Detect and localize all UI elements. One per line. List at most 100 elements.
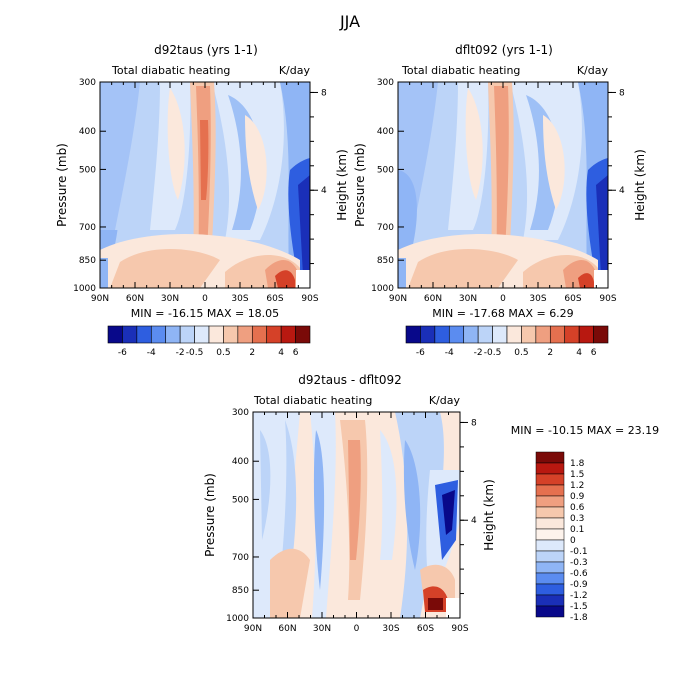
panel-1-field-zone <box>100 258 108 288</box>
colorbar-swatch <box>150 325 167 344</box>
colorbar-label: -0.3 <box>570 558 588 568</box>
colorbar-label: -0.5 <box>186 348 204 358</box>
colorbar-label: -1.5 <box>570 602 588 612</box>
panel-3-ylabel: Pressure (mb) <box>203 473 217 557</box>
colorbar-swatch <box>535 605 565 618</box>
panel-3-field-zone <box>348 440 361 560</box>
colorbar-label: -0.9 <box>570 580 588 590</box>
panel-1-field-zone <box>245 115 267 210</box>
x-tick-label: 0 <box>354 624 360 634</box>
colorbar-label: 0.6 <box>570 503 585 513</box>
x-tick-label: 0 <box>202 294 208 304</box>
colorbar-label: -2 <box>176 348 185 358</box>
y-tick-label: 300 <box>79 78 96 88</box>
colorbar-swatch <box>492 325 508 344</box>
colorbar-label: -4 <box>445 348 454 358</box>
colorbar-swatch <box>223 325 239 344</box>
y-tick-label: 700 <box>377 223 394 233</box>
x-tick-label: 30S <box>529 294 546 304</box>
y-tick-label: 400 <box>232 457 249 467</box>
colorbar-label: -1.8 <box>570 613 588 623</box>
panel-2-field-zone <box>494 86 509 270</box>
x-tick-label: 60N <box>424 294 442 304</box>
colorbar-label: -1.2 <box>570 591 588 601</box>
y-right-tick-label: 4 <box>619 186 625 196</box>
colorbar-swatch <box>107 325 123 344</box>
colorbar-swatch <box>463 325 479 344</box>
x-tick-label: 30S <box>382 624 399 634</box>
panel-2-missing <box>594 270 608 288</box>
colorbar-label: -0.6 <box>570 569 588 579</box>
colorbar-swatch <box>266 325 282 344</box>
panel-3-field-zone <box>403 440 421 570</box>
panel-2-field-zone <box>543 115 565 210</box>
colorbar-label: 1.5 <box>570 470 584 480</box>
panel-1-field-zone <box>275 270 295 288</box>
x-tick-label: 90N <box>91 294 109 304</box>
colorbar-swatch <box>564 325 580 344</box>
y-tick-label: 850 <box>79 256 96 266</box>
y-tick-label: 300 <box>232 408 249 418</box>
panel-1-subtitle-right: K/day <box>279 64 311 77</box>
panel-3-field-zone <box>280 420 297 580</box>
colorbar-label: 0.5 <box>514 348 528 358</box>
x-tick-label: 90S <box>599 294 616 304</box>
colorbar-swatch <box>165 325 181 344</box>
y-right-tick-label: 4 <box>321 186 327 196</box>
colorbar-swatch <box>251 325 268 344</box>
panel-1-missing <box>296 270 310 288</box>
colorbar-label: -4 <box>147 348 156 358</box>
panel-2-field-zone <box>398 258 406 288</box>
colorbar-swatch <box>477 325 493 344</box>
colorbar-swatch <box>535 462 565 475</box>
y-tick-label: 500 <box>232 495 249 505</box>
panel-1-field-zone <box>100 82 140 230</box>
panel-3-field-zone <box>428 598 443 610</box>
colorbar-swatch <box>535 583 565 596</box>
panel-2: dflt092 (yrs 1-1) Total diabatic heating… <box>353 43 647 358</box>
panel-3-title: d92taus - dflt092 <box>298 373 402 387</box>
colorbar-label: -0.1 <box>570 547 588 557</box>
colorbar-swatch <box>535 594 565 607</box>
colorbar-swatch <box>535 517 565 530</box>
colorbar-swatch <box>535 550 565 563</box>
colorbar-swatch <box>549 325 566 344</box>
y-tick-label: 500 <box>79 165 96 175</box>
colorbar-swatch <box>535 539 565 552</box>
colorbar-swatch <box>295 325 311 344</box>
panel-1-subtitle-left: Total diabatic heating <box>111 64 230 77</box>
colorbar-swatch <box>578 325 594 344</box>
y-right-tick-label: 4 <box>471 516 477 526</box>
colorbar-label: 0.1 <box>570 525 584 535</box>
panel-3-ylabel-right: Height (km) <box>482 479 496 550</box>
colorbar-label: 6 <box>591 348 597 358</box>
y-tick-label: 850 <box>232 586 249 596</box>
colorbar-label: -6 <box>416 348 425 358</box>
colorbar-swatch <box>535 561 565 574</box>
x-tick-label: 30N <box>459 294 477 304</box>
colorbar-swatch <box>535 528 565 541</box>
x-tick-label: 60S <box>417 624 434 634</box>
colorbar-swatch <box>208 325 224 344</box>
panel-3-field-zone <box>270 548 310 618</box>
x-tick-label: 30N <box>313 624 331 634</box>
panel-2-minmax: MIN = -17.68 MAX = 6.29 <box>432 307 573 320</box>
colorbar-label: -0.5 <box>484 348 502 358</box>
y-tick-label: 1000 <box>226 614 249 624</box>
x-tick-label: 30N <box>161 294 179 304</box>
panel-2-axes: 90N 60N 30N 0 30S 60S 90S 300 400 500 700 850 1000 8 4 <box>371 78 625 304</box>
colorbar-label: 6 <box>293 348 299 358</box>
colorbar-swatch <box>535 572 565 585</box>
y-tick-label: 500 <box>377 165 394 175</box>
colorbar-label: 2 <box>249 348 255 358</box>
panel-2-title: dflt092 (yrs 1-1) <box>455 43 553 57</box>
colorbar-swatch <box>136 325 152 344</box>
figure-title: JJA <box>339 12 360 31</box>
x-tick-label: 60N <box>126 294 144 304</box>
panel-2-field-zone <box>578 273 594 288</box>
colorbar-swatch <box>535 484 565 497</box>
x-tick-label: 60S <box>564 294 581 304</box>
y-tick-label: 700 <box>79 223 96 233</box>
colorbar-swatch <box>535 473 565 486</box>
panel-3-colorbar: 1.81.51.20.90.60.30.10-0.1-0.3-0.6-0.9-1… <box>535 451 588 623</box>
